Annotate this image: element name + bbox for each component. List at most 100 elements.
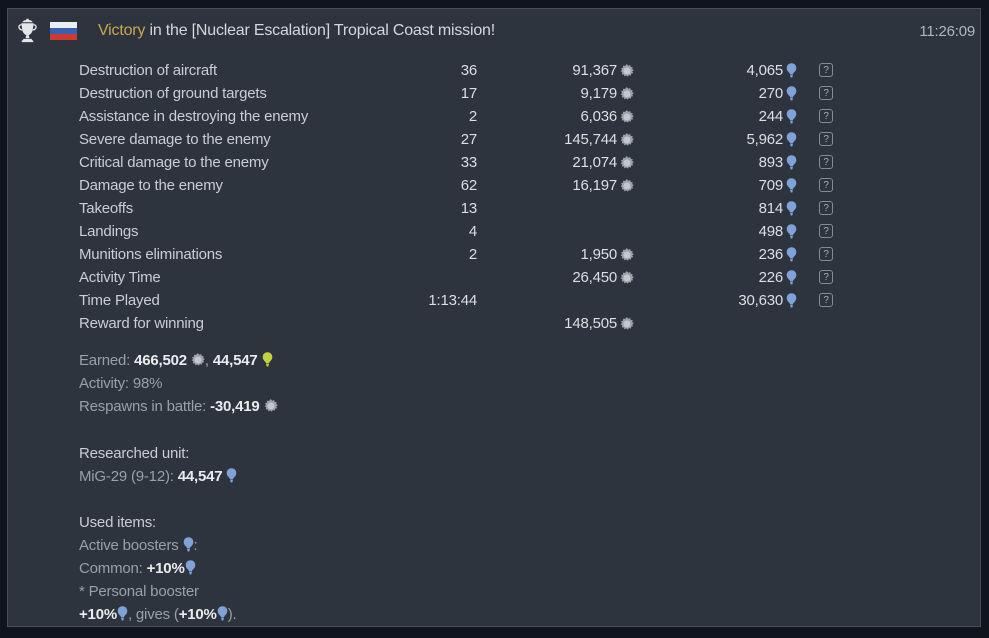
respawns-line: Respawns in battle: -30,419	[79, 395, 278, 418]
trophy-icon	[14, 18, 41, 45]
help-icon[interactable]: ?	[819, 201, 833, 215]
stat-label: Severe damage to the enemy	[79, 131, 271, 148]
research-points-value: 236	[758, 246, 784, 263]
stats-row: Damage to the enemy 62 16,197 709 ?	[79, 174, 849, 197]
help-icon[interactable]: ?	[819, 86, 833, 100]
common-booster-value: +10%	[146, 560, 185, 577]
stat-silver-lions: 1,950	[489, 243, 634, 266]
researched-unit-title: Researched unit:	[79, 445, 190, 462]
silver-lions-value: 9,179	[580, 85, 617, 102]
silver-lions-value: 1,950	[580, 246, 617, 263]
research-points-icon	[185, 560, 196, 575]
used-items-title: Used items:	[79, 514, 156, 531]
help-icon[interactable]: ?	[819, 270, 833, 284]
activity-line: Activity: 98%	[79, 375, 163, 392]
stats-row: Severe damage to the enemy 27 145,744 5,…	[79, 128, 849, 151]
help-icon[interactable]: ?	[819, 63, 833, 77]
stat-label: Time Played	[79, 292, 160, 309]
stats-row: Time Played 1:13:44 30,630 ?	[79, 289, 849, 312]
active-boosters-line: Active boosters :	[79, 534, 236, 557]
stat-count: 27	[460, 131, 477, 148]
stat-label: Destruction of aircraft	[79, 62, 217, 79]
research-points-icon	[786, 109, 797, 124]
research-points-icon	[786, 270, 797, 285]
common-booster-line: Common: +10%	[79, 557, 236, 580]
stat-silver-lions: 26,450	[489, 266, 634, 289]
research-points-value: 893	[758, 154, 784, 171]
research-points-icon	[226, 468, 237, 483]
stat-research-points: 498	[669, 220, 797, 243]
stat-silver-lions: 9,179	[489, 82, 634, 105]
help-icon[interactable]: ?	[819, 109, 833, 123]
mission-title-rest: in the [Nuclear Escalation] Tropical Coa…	[145, 22, 495, 39]
mission-result-title: Victory in the [Nuclear Escalation] Trop…	[98, 22, 495, 40]
help-icon[interactable]: ?	[819, 132, 833, 146]
help-icon[interactable]: ?	[819, 247, 833, 261]
help-icon[interactable]: ?	[819, 293, 833, 307]
researched-unit-value: 44,547	[177, 468, 223, 485]
booster-gives-mid: , gives (	[127, 606, 179, 623]
help-glyph: ?	[823, 64, 829, 76]
silver-lions-icon	[264, 399, 278, 413]
active-boosters-colon: :	[193, 537, 198, 554]
silver-lions-icon	[620, 317, 634, 331]
silver-lions-icon	[620, 87, 634, 101]
stat-research-points: 236	[669, 243, 797, 266]
stat-research-points: 5,962	[669, 128, 797, 151]
earned-sl-value: 466,502	[134, 352, 187, 369]
silver-lions-icon	[620, 248, 634, 262]
silver-lions-value: 21,074	[572, 154, 617, 171]
earned-separator: ,	[204, 352, 209, 369]
respawns-label: Respawns in battle:	[79, 398, 207, 415]
stat-research-points: 893	[669, 151, 797, 174]
help-glyph: ?	[823, 294, 829, 306]
research-points-icon	[786, 224, 797, 239]
research-points-value: 498	[758, 223, 784, 240]
researched-unit-line: MiG-29 (9-12): 44,547	[79, 465, 237, 488]
research-points-icon	[217, 606, 228, 621]
research-points-icon	[117, 606, 128, 621]
used-items-section: Used items: Active boosters : Common: +1…	[79, 511, 237, 626]
silver-lions-icon	[191, 353, 205, 367]
stat-count: 33	[460, 154, 477, 171]
stat-label: Landings	[79, 223, 139, 240]
stat-label: Assistance in destroying the enemy	[79, 108, 309, 125]
stats-row: Landings 4 498 ?	[79, 220, 849, 243]
stats-row: Assistance in destroying the enemy 2 6,0…	[79, 105, 849, 128]
stats-table: Destruction of aircraft 36 91,367 4,065 …	[79, 59, 849, 335]
stat-count: 1:13:44	[428, 292, 477, 309]
research-points-value: 814	[758, 200, 784, 217]
battle-results-panel	[7, 8, 981, 627]
stat-count: 2	[468, 108, 477, 125]
stats-row: Critical damage to the enemy 33 21,074 8…	[79, 151, 849, 174]
stat-label: Damage to the enemy	[79, 177, 223, 194]
help-icon[interactable]: ?	[819, 178, 833, 192]
help-icon[interactable]: ?	[819, 155, 833, 169]
help-glyph: ?	[823, 179, 829, 191]
stat-research-points: 226	[669, 266, 797, 289]
stats-row: Destruction of ground targets 17 9,179 2…	[79, 82, 849, 105]
research-points-value: 244	[758, 108, 784, 125]
help-glyph: ?	[823, 225, 829, 237]
silver-lions-value: 26,450	[572, 269, 617, 286]
research-points-value: 30,630	[738, 292, 783, 309]
earned-section: Earned: 466,502 , 44,547 Activity: 98% R…	[79, 349, 278, 418]
stat-silver-lions: 91,367	[489, 59, 634, 82]
stat-count: 36	[460, 62, 477, 79]
booster-gives-value2: +10%	[178, 606, 217, 623]
research-points-icon	[786, 247, 797, 262]
respawns-value: -30,419	[210, 398, 260, 415]
researched-unit-name: MiG-29 (9-12):	[79, 468, 174, 485]
help-glyph: ?	[823, 110, 829, 122]
stat-silver-lions: 6,036	[489, 105, 634, 128]
silver-lions-value: 145,744	[564, 131, 617, 148]
research-points-value: 226	[758, 269, 784, 286]
research-points-icon	[786, 201, 797, 216]
silver-lions-icon	[620, 110, 634, 124]
research-points-icon	[786, 155, 797, 170]
help-glyph: ?	[823, 202, 829, 214]
help-icon[interactable]: ?	[819, 224, 833, 238]
researched-unit-section: Researched unit: MiG-29 (9-12): 44,547	[79, 442, 237, 488]
research-points-value: 5,962	[746, 131, 783, 148]
stats-row: Activity Time 26,450 226 ?	[79, 266, 849, 289]
